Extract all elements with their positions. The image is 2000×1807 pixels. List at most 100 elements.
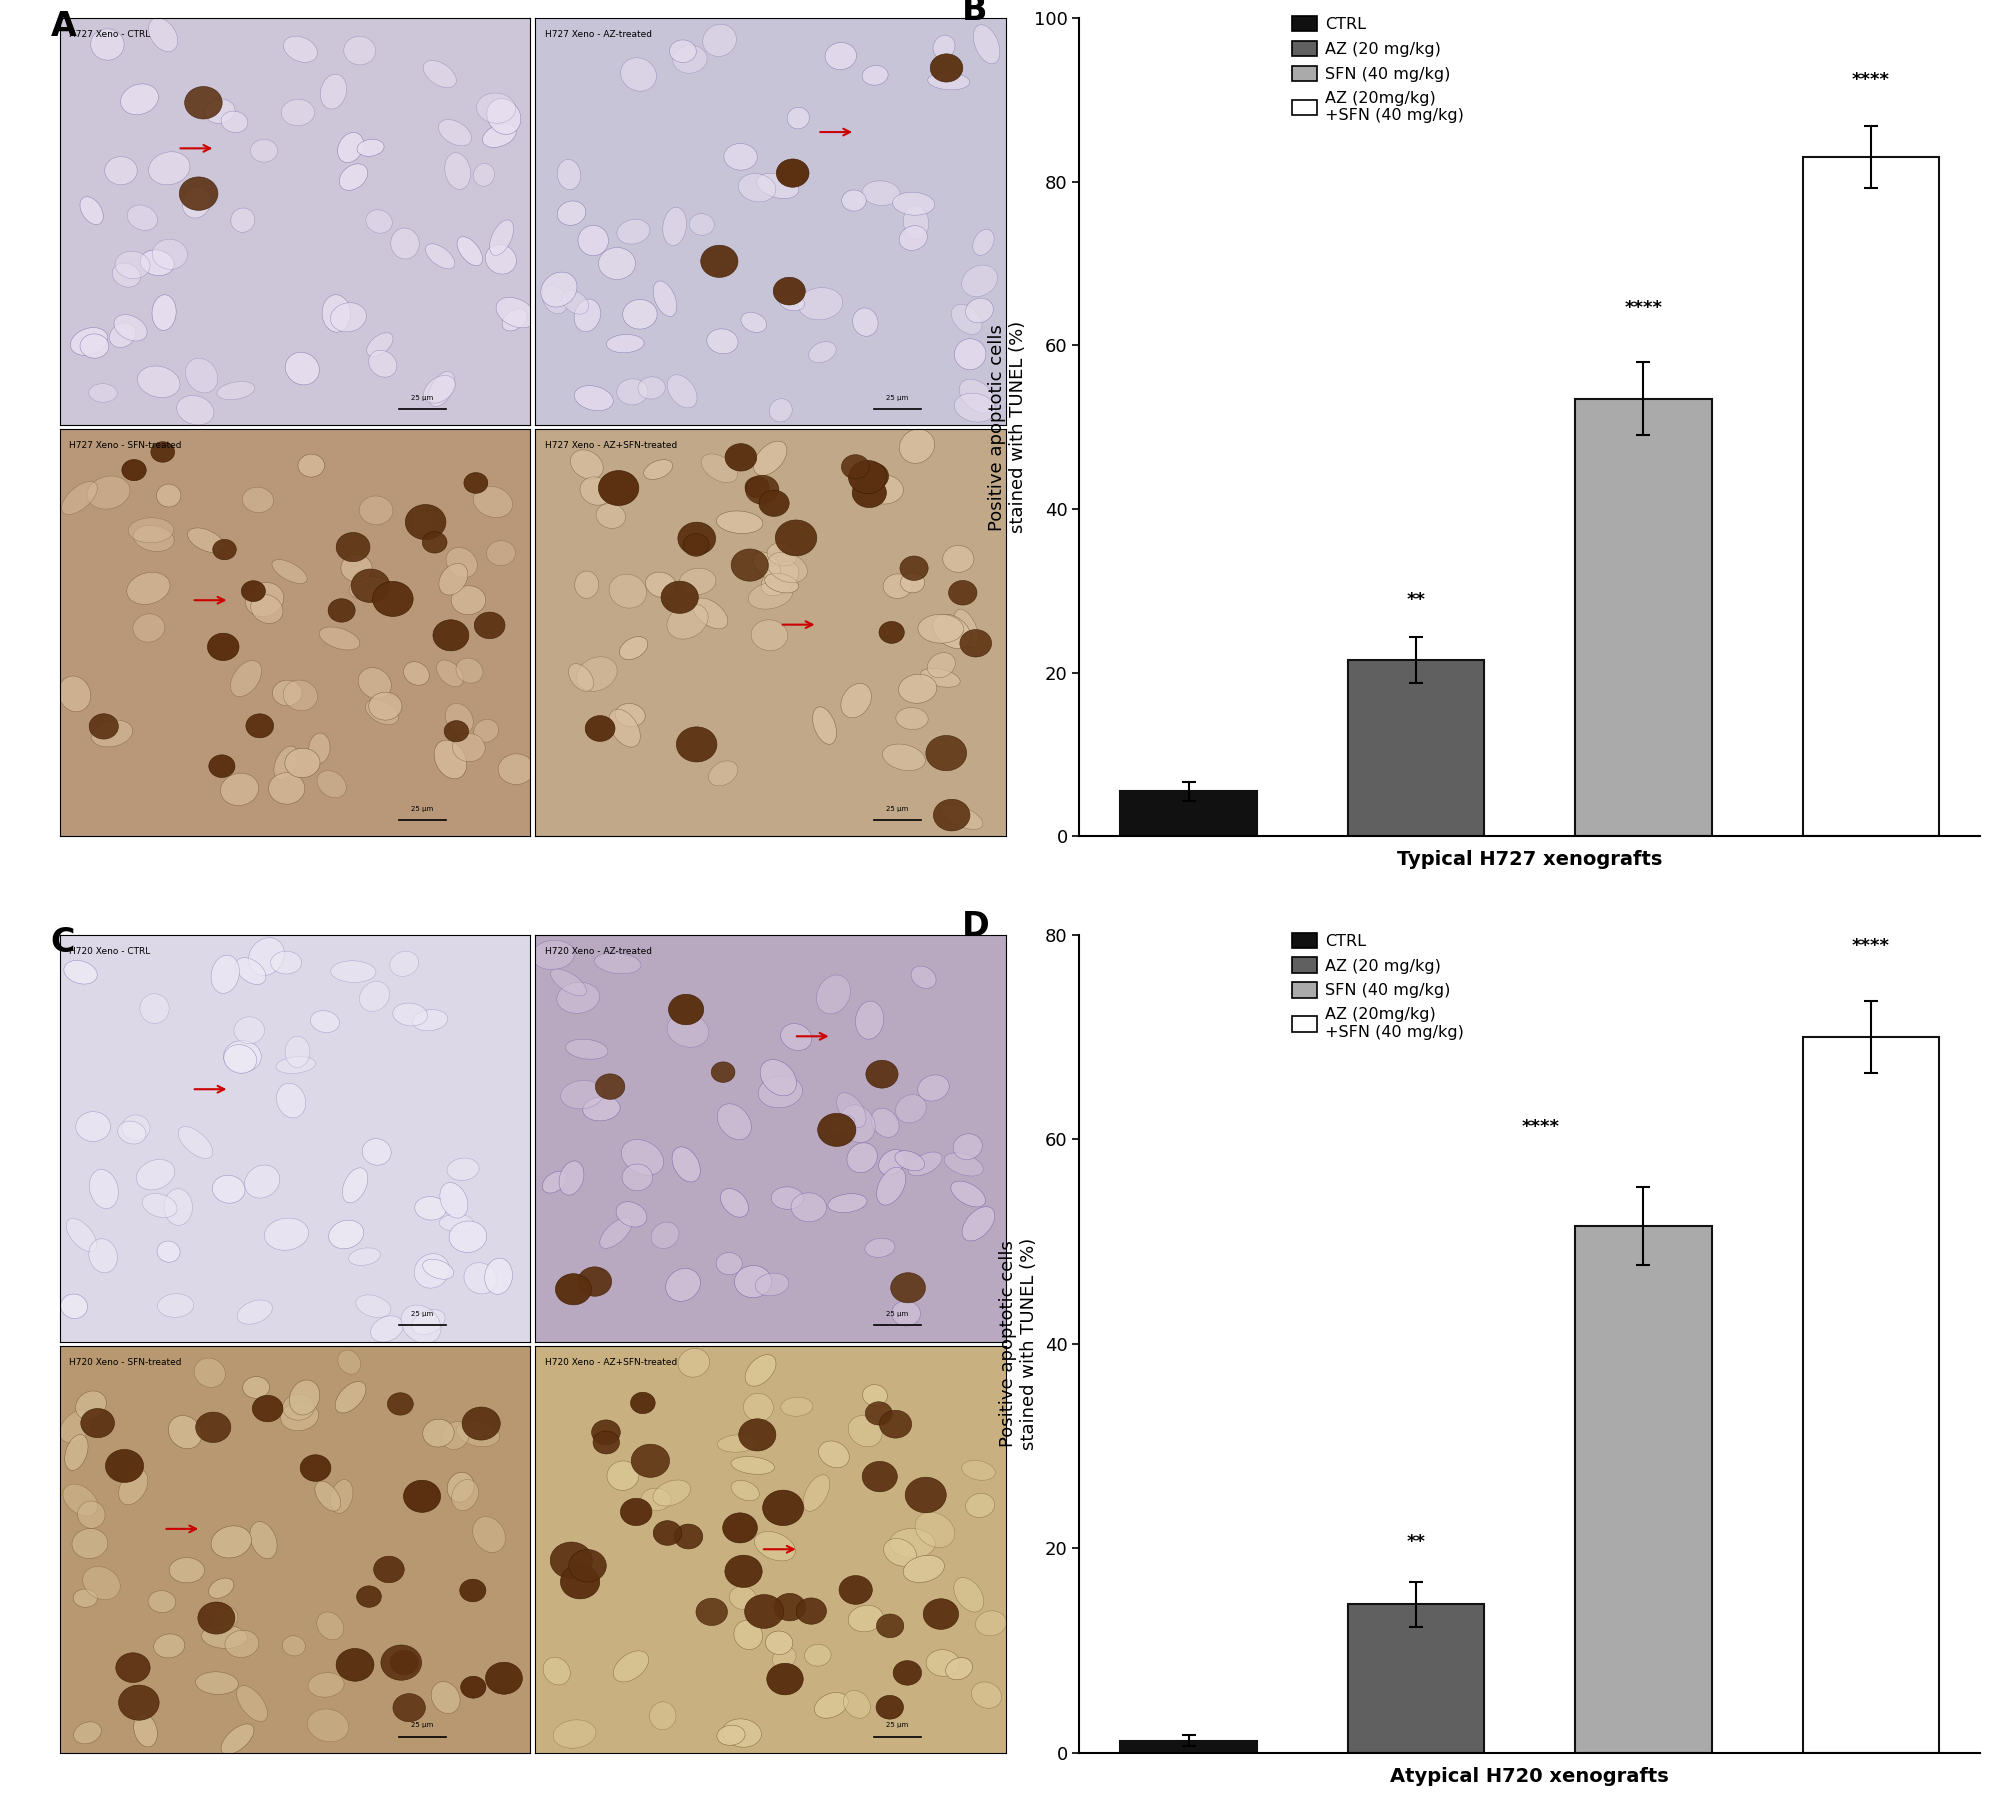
Ellipse shape bbox=[392, 1003, 428, 1026]
Circle shape bbox=[890, 1272, 926, 1303]
Ellipse shape bbox=[336, 1382, 366, 1413]
Circle shape bbox=[594, 1431, 620, 1455]
Ellipse shape bbox=[702, 23, 736, 56]
Circle shape bbox=[848, 461, 886, 493]
Circle shape bbox=[208, 755, 234, 777]
Ellipse shape bbox=[662, 208, 686, 246]
Ellipse shape bbox=[276, 1057, 316, 1073]
Circle shape bbox=[80, 1408, 114, 1438]
Ellipse shape bbox=[308, 1709, 348, 1742]
Ellipse shape bbox=[672, 45, 708, 74]
Ellipse shape bbox=[342, 1167, 368, 1203]
Circle shape bbox=[356, 1587, 382, 1606]
Ellipse shape bbox=[644, 459, 672, 479]
Circle shape bbox=[374, 1556, 404, 1583]
Ellipse shape bbox=[724, 143, 758, 170]
Circle shape bbox=[460, 1677, 486, 1699]
Ellipse shape bbox=[340, 164, 368, 190]
Ellipse shape bbox=[340, 555, 372, 582]
Ellipse shape bbox=[856, 1001, 884, 1039]
Ellipse shape bbox=[954, 1578, 984, 1612]
Ellipse shape bbox=[366, 332, 392, 356]
Ellipse shape bbox=[702, 454, 738, 482]
Ellipse shape bbox=[120, 83, 158, 114]
Ellipse shape bbox=[754, 551, 780, 578]
Ellipse shape bbox=[250, 595, 282, 623]
Ellipse shape bbox=[826, 43, 856, 70]
Ellipse shape bbox=[148, 18, 178, 52]
Ellipse shape bbox=[732, 1480, 760, 1502]
Ellipse shape bbox=[928, 652, 956, 678]
Ellipse shape bbox=[280, 1402, 318, 1431]
Ellipse shape bbox=[474, 163, 494, 186]
Ellipse shape bbox=[762, 562, 798, 596]
Ellipse shape bbox=[848, 1415, 882, 1447]
Ellipse shape bbox=[954, 394, 996, 423]
Ellipse shape bbox=[458, 237, 482, 266]
Circle shape bbox=[948, 580, 976, 605]
Ellipse shape bbox=[272, 679, 302, 707]
Ellipse shape bbox=[290, 1381, 320, 1415]
Ellipse shape bbox=[320, 74, 346, 108]
Ellipse shape bbox=[896, 1095, 926, 1122]
Ellipse shape bbox=[490, 220, 514, 255]
Circle shape bbox=[678, 522, 716, 555]
Ellipse shape bbox=[60, 1294, 88, 1319]
Ellipse shape bbox=[78, 1502, 106, 1529]
Ellipse shape bbox=[126, 573, 170, 604]
Ellipse shape bbox=[904, 206, 928, 240]
Ellipse shape bbox=[452, 734, 486, 763]
Ellipse shape bbox=[154, 1634, 184, 1657]
Ellipse shape bbox=[212, 956, 240, 994]
Circle shape bbox=[464, 473, 488, 493]
Ellipse shape bbox=[448, 1158, 480, 1180]
Circle shape bbox=[432, 620, 468, 651]
Ellipse shape bbox=[168, 1415, 202, 1449]
Ellipse shape bbox=[746, 1355, 776, 1386]
Ellipse shape bbox=[892, 1301, 920, 1326]
Bar bbox=[1576, 399, 1712, 837]
Ellipse shape bbox=[272, 560, 308, 584]
Ellipse shape bbox=[622, 1164, 652, 1191]
Ellipse shape bbox=[60, 1409, 94, 1442]
Ellipse shape bbox=[722, 1718, 762, 1747]
Ellipse shape bbox=[862, 181, 900, 206]
Text: H720 Xeno - AZ+SFN-treated: H720 Xeno - AZ+SFN-treated bbox=[544, 1357, 676, 1366]
Ellipse shape bbox=[90, 29, 124, 60]
Ellipse shape bbox=[650, 1702, 676, 1729]
Ellipse shape bbox=[404, 661, 430, 685]
Circle shape bbox=[556, 1274, 592, 1305]
Circle shape bbox=[900, 557, 928, 580]
Ellipse shape bbox=[104, 157, 138, 184]
Ellipse shape bbox=[976, 1610, 1006, 1635]
Circle shape bbox=[388, 1393, 414, 1415]
Ellipse shape bbox=[718, 1104, 752, 1140]
Ellipse shape bbox=[186, 358, 218, 392]
Circle shape bbox=[328, 598, 356, 622]
Ellipse shape bbox=[828, 1115, 854, 1135]
Ellipse shape bbox=[216, 381, 254, 399]
Circle shape bbox=[876, 1614, 904, 1637]
Ellipse shape bbox=[716, 1252, 742, 1274]
Ellipse shape bbox=[212, 1175, 246, 1203]
Ellipse shape bbox=[434, 741, 466, 779]
Text: H720 Xeno - AZ-treated: H720 Xeno - AZ-treated bbox=[544, 947, 652, 956]
Ellipse shape bbox=[940, 804, 982, 829]
Ellipse shape bbox=[666, 1269, 700, 1301]
Ellipse shape bbox=[486, 540, 516, 566]
Ellipse shape bbox=[542, 1171, 566, 1193]
Circle shape bbox=[862, 1462, 898, 1493]
Text: **: ** bbox=[1406, 591, 1426, 609]
Circle shape bbox=[876, 1695, 904, 1718]
Ellipse shape bbox=[890, 1529, 936, 1558]
Ellipse shape bbox=[230, 208, 254, 233]
Circle shape bbox=[474, 613, 506, 638]
Ellipse shape bbox=[92, 719, 132, 746]
Circle shape bbox=[372, 582, 414, 616]
Circle shape bbox=[762, 1491, 804, 1525]
Ellipse shape bbox=[474, 486, 512, 517]
Ellipse shape bbox=[344, 36, 376, 65]
Ellipse shape bbox=[568, 663, 594, 692]
Ellipse shape bbox=[690, 213, 714, 235]
Ellipse shape bbox=[734, 1265, 772, 1297]
